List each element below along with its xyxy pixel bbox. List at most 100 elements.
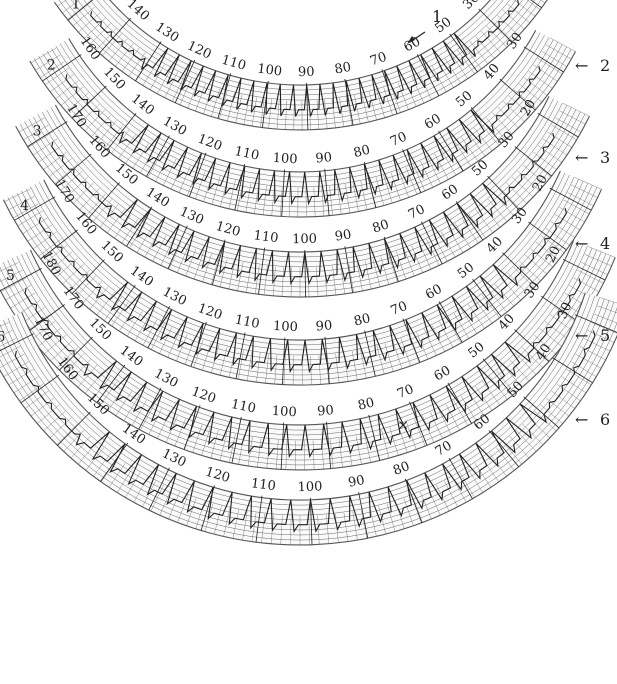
- strip-division: [499, 78, 536, 111]
- top-marker: 1: [407, 7, 442, 44]
- strip-hatch: [67, 0, 91, 20]
- strip-scale-label: 40: [533, 341, 554, 363]
- strip-hatch: [0, 338, 17, 347]
- strip-hatch: [237, 262, 244, 291]
- strip-hatch: [413, 164, 426, 191]
- strip-hatch: [229, 433, 236, 463]
- strip-division: [42, 54, 82, 82]
- strip-hatch: [522, 423, 544, 445]
- strip-hatch: [13, 203, 39, 219]
- strip-hatch: [352, 511, 358, 541]
- strip-hatch: [104, 125, 123, 149]
- strip-hatch: [228, 180, 236, 209]
- strip-hatch: [497, 106, 519, 129]
- strip-hatch: [72, 6, 96, 27]
- strip-hatch: [160, 238, 174, 266]
- strip-ring: [21, 181, 584, 366]
- strip-hatch: [163, 159, 177, 186]
- strip-hatch: [106, 209, 125, 233]
- strip-hatch: [508, 95, 531, 116]
- strip-division: [552, 357, 593, 384]
- strip-hatch: [13, 376, 39, 394]
- strip-hatch: [390, 172, 401, 201]
- strip-hatch: [142, 319, 158, 346]
- strip-scale-label: 100: [273, 319, 299, 335]
- strip-hatch: [405, 167, 418, 195]
- strip-hatch: [460, 308, 477, 334]
- strip-hatch: [486, 117, 506, 140]
- strip-scale-label: 120: [204, 465, 232, 487]
- strip-hatch: [168, 491, 180, 520]
- strip-division: [416, 54, 440, 97]
- strip-hatch: [507, 3, 530, 23]
- strip-scale-label: 120: [195, 132, 224, 155]
- strip-division: [562, 258, 606, 281]
- strip-hatch: [364, 260, 372, 290]
- strip-hatch: [238, 350, 244, 380]
- strip-hatch: [111, 301, 129, 327]
- strip-ring: [42, 44, 563, 203]
- strip-hatch: [280, 515, 283, 545]
- strip-scale-label: 120: [185, 39, 214, 63]
- strip-1: 160140130120110100908070605030201: [53, 0, 548, 131]
- strip-hatch: [89, 23, 111, 45]
- strip-hatch: [376, 89, 385, 118]
- strip-arrow-4: ← 4: [575, 234, 610, 253]
- strip-hatch: [563, 103, 590, 117]
- strip-hatch: [60, 86, 84, 106]
- strip-hatch: [486, 25, 508, 48]
- strip-hatch: [566, 369, 592, 386]
- arrow-glyph: ←: [575, 148, 588, 167]
- strip-hatch: [151, 323, 165, 350]
- strip-scale-label: 70: [388, 130, 409, 150]
- strip-scale-label: 20: [543, 244, 564, 265]
- strip-hatch: [522, 164, 546, 184]
- strip-hatch: [360, 181, 368, 210]
- strip-hatch: [251, 512, 257, 542]
- strip-hatch: [43, 411, 66, 432]
- strip-division: [106, 112, 137, 151]
- strip-division: [523, 46, 564, 73]
- strip-hatch: [96, 28, 117, 51]
- strip-hatch: [44, 67, 70, 85]
- strip-hatch: [378, 505, 386, 535]
- strip-hatch: [219, 431, 228, 461]
- strip-hatch: [515, 353, 537, 375]
- strip-hatch: [86, 193, 106, 216]
- strip-trace: [38, 207, 567, 374]
- strip-hatch: [19, 383, 44, 401]
- strip-hatch: [256, 353, 261, 383]
- strip-scale-label: 90: [317, 403, 335, 419]
- strip-hatch: [134, 315, 150, 341]
- strip-hatch: [0, 269, 23, 282]
- strip-hatch: [457, 49, 475, 75]
- strip-hatch: [147, 151, 163, 178]
- strip-scale-label: 110: [250, 476, 277, 494]
- strip-hatch: [519, 260, 541, 282]
- arrow-number: 2: [600, 56, 610, 75]
- strip-ring: [16, 246, 588, 441]
- strip-hatch: [292, 355, 294, 385]
- strip-hatch: [571, 184, 598, 198]
- strip-division: [438, 301, 463, 343]
- strip-hatch: [454, 141, 471, 167]
- strip-hatch: [488, 289, 507, 313]
- curve-marker-1: 1: [72, 0, 81, 13]
- strip-hatch: [55, 80, 79, 99]
- strip-scale-label: 80: [356, 395, 376, 413]
- strip-hatch: [414, 418, 426, 447]
- strip-hatch: [66, 176, 89, 198]
- strip-hatch: [75, 275, 96, 298]
- strip-hatch: [27, 224, 52, 242]
- strip-hatch: [37, 404, 60, 424]
- strip-hatch: [467, 132, 486, 157]
- strip-hatch: [242, 511, 248, 541]
- strip-hatch: [118, 134, 136, 159]
- strip-hatch: [176, 333, 188, 362]
- strip-division: [26, 304, 65, 333]
- strip-division: [344, 246, 353, 293]
- strip-hatch: [68, 269, 90, 291]
- strip-hatch: [38, 238, 62, 257]
